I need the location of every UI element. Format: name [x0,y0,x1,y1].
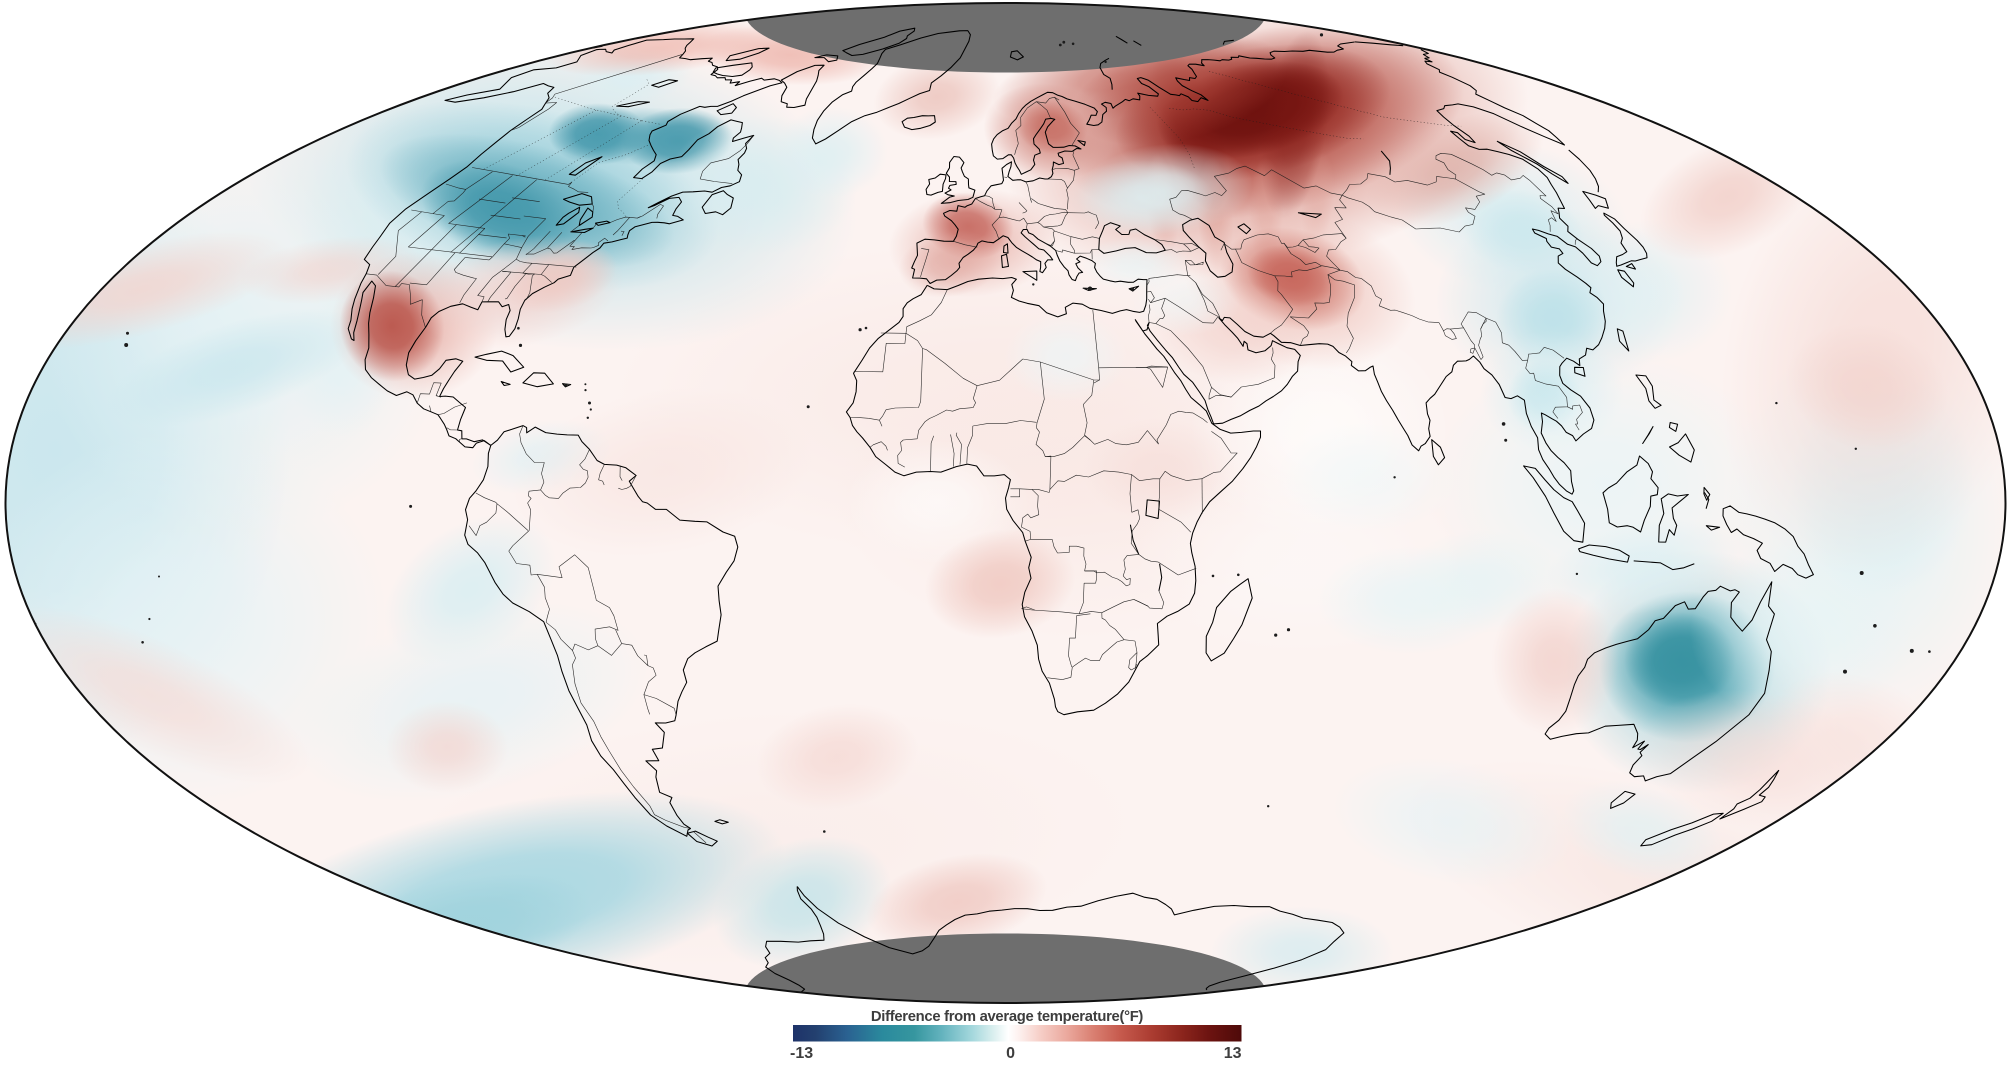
svg-text:Difference from average temper: Difference from average temperature(°F) [871,1009,1144,1025]
svg-text:0: 0 [1006,1045,1015,1060]
svg-text:13: 13 [1224,1045,1242,1060]
svg-text:-13: -13 [790,1045,813,1060]
